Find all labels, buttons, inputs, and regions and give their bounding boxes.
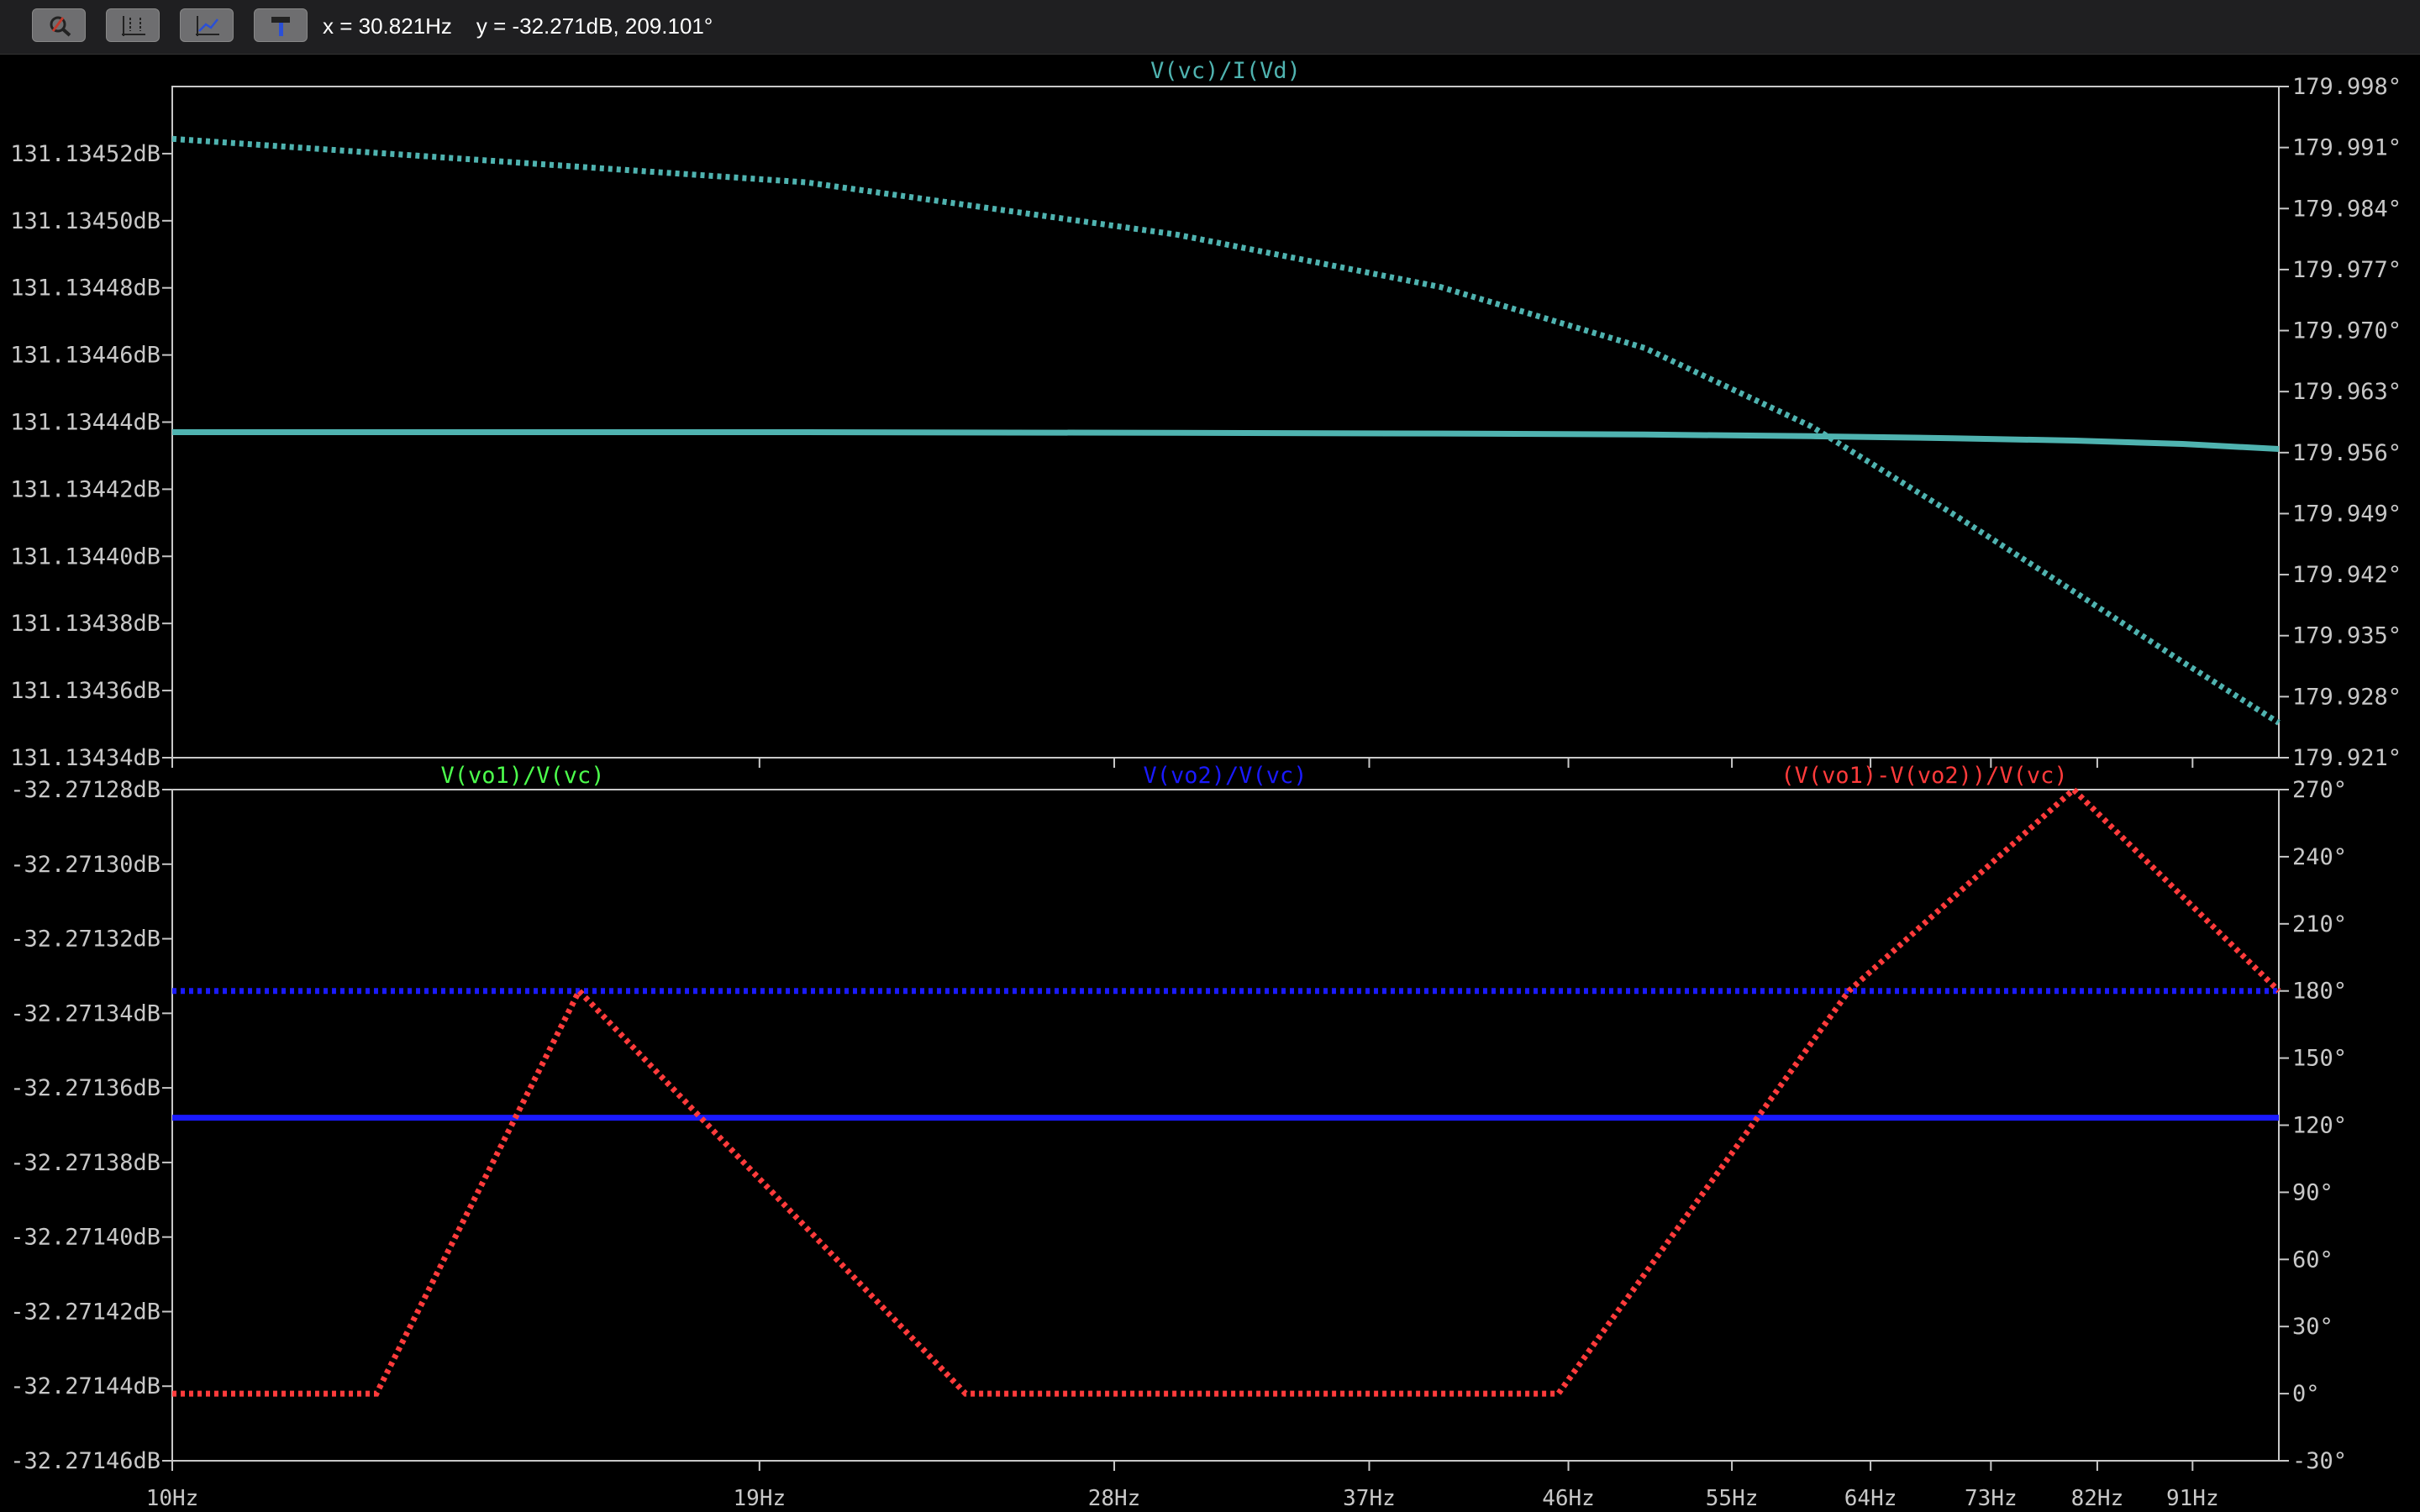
x-tick-label: 55Hz xyxy=(1706,1486,1759,1511)
top-right-tick-label: 179.956° xyxy=(2292,440,2402,466)
bottom-left-tick-label: -32.27134dB xyxy=(10,1000,160,1026)
bottom-right-tick-label: -30° xyxy=(2292,1448,2347,1474)
top-series-0-solid xyxy=(172,429,2280,452)
bottom-series-2-dotted xyxy=(172,785,2281,1397)
top-right-tick-label: 179.921° xyxy=(2292,745,2402,771)
top-left-tick-label: 131.13438dB xyxy=(10,611,160,637)
top-pane-title: V(vc)/I(Vd) xyxy=(1150,58,1301,84)
bottom-right-tick-label: 270° xyxy=(2292,777,2347,803)
bottom-left-tick-label: -32.27130dB xyxy=(10,852,160,878)
bottom-left-tick-label: -32.27132dB xyxy=(10,927,160,953)
top-right-tick-label: 179.935° xyxy=(2292,623,2402,649)
bottom-left-tick-label: -32.27128dB xyxy=(10,777,160,803)
x-tick-label: 19Hz xyxy=(734,1486,786,1511)
top-right-tick-label: 179.970° xyxy=(2292,318,2402,344)
top-series-1-dotted xyxy=(171,135,2281,726)
autorange-button[interactable] xyxy=(106,8,160,42)
hammer-button[interactable] xyxy=(254,8,308,42)
top-right-tick-label: 179.928° xyxy=(2292,684,2402,710)
top-right-tick-label: 179.942° xyxy=(2292,562,2402,588)
cursor-readout: x = 30.821Hz y = -32.271dB, 209.101° xyxy=(323,13,713,39)
pan-icon xyxy=(196,16,219,36)
bottom-right-tick-label: 150° xyxy=(2292,1046,2347,1072)
top-left-tick-label: 131.13452dB xyxy=(10,141,160,167)
bottom-left-tick-label: -32.27142dB xyxy=(10,1299,160,1325)
bottom-left-tick-label: -32.27138dB xyxy=(10,1150,160,1176)
bottom-left-tick-label: -32.27144dB xyxy=(10,1373,160,1399)
bottom-right-tick-label: 30° xyxy=(2292,1314,2333,1340)
pane-top[interactable]: 131.13452dB 131.13450dB 131.13448dB 131.134… xyxy=(10,58,2402,771)
zoom-button[interactable] xyxy=(32,8,86,42)
top-left-tick-label: 131.13448dB xyxy=(10,276,160,302)
top-left-tick-label: 131.13446dB xyxy=(10,343,160,369)
cursor-x-readout: x = 30.821Hz xyxy=(323,13,452,39)
autorange-icon xyxy=(122,16,145,36)
x-tick-label: 28Hz xyxy=(1088,1486,1141,1511)
legend-entry: V(vo1)/V(vc) xyxy=(440,763,604,789)
bottom-right-tick-label: 90° xyxy=(2292,1179,2333,1205)
bottom-right-tick-label: 120° xyxy=(2292,1113,2347,1139)
top-left-tick-label: 131.13436dB xyxy=(10,678,160,704)
bottom-right-tick-label: 0° xyxy=(2292,1381,2320,1407)
bottom-left-tick-label: -32.27136dB xyxy=(10,1075,160,1101)
x-tick-label: 10Hz xyxy=(146,1486,199,1511)
top-right-tick-label: 179.984° xyxy=(2292,196,2402,222)
top-left-tick-label: 131.13440dB xyxy=(10,543,160,570)
legend-entry: V(vo2)/V(vc) xyxy=(1143,763,1307,789)
top-right-tick-label: 179.963° xyxy=(2292,379,2402,405)
pan-button[interactable] xyxy=(180,8,234,42)
top-left-tick-label: 131.13444dB xyxy=(10,410,160,436)
hammer-icon xyxy=(271,17,290,36)
top-right-tick-label: 179.949° xyxy=(2292,501,2402,527)
top-left-tick-label: 131.13434dB xyxy=(10,745,160,771)
legend-entry: (V(vo1)-V(vo2))/V(vc) xyxy=(1781,763,2067,789)
x-tick-label: 37Hz xyxy=(1343,1486,1396,1511)
bottom-left-tick-label: -32.27140dB xyxy=(10,1225,160,1251)
top-right-tick-label: 179.991° xyxy=(2292,135,2402,161)
toolbar: x = 30.821Hz y = -32.271dB, 209.101° xyxy=(0,0,2420,55)
x-tick-label: 82Hz xyxy=(2071,1486,2124,1511)
top-left-tick-label: 131.13442dB xyxy=(10,476,160,502)
bottom-right-tick-label: 240° xyxy=(2292,844,2347,870)
top-left-tick-label: 131.13450dB xyxy=(10,208,160,234)
bottom-left-tick-label: -32.27146dB xyxy=(10,1448,160,1474)
top-right-tick-label: 179.977° xyxy=(2292,257,2402,283)
bottom-right-tick-label: 60° xyxy=(2292,1247,2333,1273)
top-right-tick-label: 179.998° xyxy=(2292,74,2402,100)
x-tick-label: 46Hz xyxy=(1542,1486,1595,1511)
bottom-right-tick-label: 210° xyxy=(2292,911,2347,937)
cursor-y-readout: y = -32.271dB, 209.101° xyxy=(476,13,713,39)
bottom-right-tick-label: 180° xyxy=(2292,979,2347,1005)
x-tick-label: 64Hz xyxy=(1844,1486,1897,1511)
x-tick-label: 91Hz xyxy=(2166,1486,2219,1511)
pane-bottom[interactable]: -32.27128dB -32.27130dB -32.27132dB -32.271… xyxy=(10,763,2347,1511)
zoom-icon xyxy=(50,16,71,37)
x-tick-label: 73Hz xyxy=(1965,1486,2018,1511)
top-plot-frame xyxy=(171,86,2280,759)
